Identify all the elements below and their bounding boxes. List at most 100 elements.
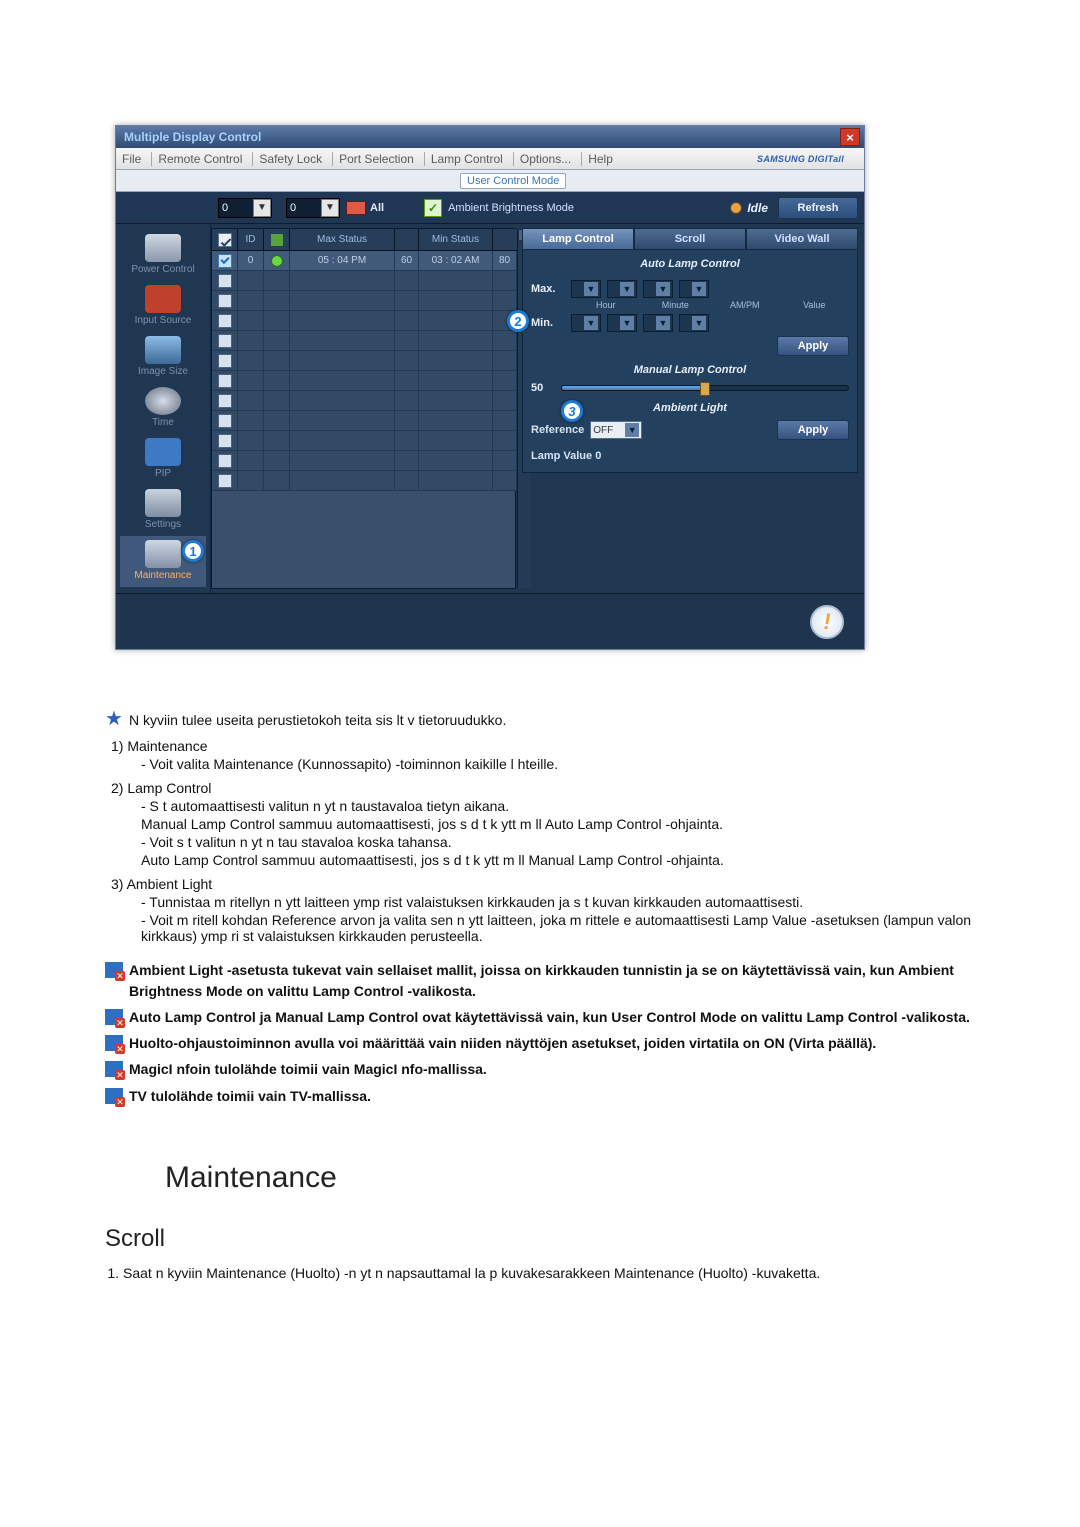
chevron-down-icon[interactable]: ▼ — [620, 282, 634, 296]
min-min-dd[interactable]: ▼ — [607, 314, 637, 332]
item-3: 3) Ambient Light — [111, 876, 212, 892]
menu-file[interactable]: File — [122, 152, 141, 166]
menu-port[interactable]: Port Selection — [339, 152, 414, 166]
tab-wall[interactable]: Video Wall — [746, 228, 858, 250]
row-max: Max. ▼ ▼ ▼ ▼ — [531, 280, 849, 298]
table-row[interactable] — [212, 371, 517, 391]
chevron-down-icon[interactable]: ▼ — [620, 316, 634, 330]
menu-options[interactable]: Options... — [520, 152, 571, 166]
sidebar: Power Control Input Source Image Size Ti… — [116, 224, 211, 593]
cell-status — [264, 251, 290, 270]
sidebar-item-maintenance[interactable]: Maintenance 1 — [120, 536, 206, 587]
logo-text: SAMSUNG DIGITall — [757, 154, 844, 164]
manual-slider[interactable]: 50 — [531, 382, 849, 394]
chevron-down-icon[interactable]: ▼ — [321, 199, 339, 217]
max-label: Max. — [531, 283, 571, 295]
chevron-down-icon[interactable]: ▼ — [584, 282, 598, 296]
table-row[interactable] — [212, 331, 517, 351]
display-index-1[interactable]: ▼ — [218, 198, 272, 218]
max-hour-dd[interactable]: ▼ — [571, 280, 601, 298]
mode-user[interactable]: User Control Mode — [460, 173, 566, 189]
menu-lamp[interactable]: Lamp Control — [431, 152, 503, 166]
item-2c: - Voit s t valitun n yt n tau stavaloa k… — [141, 834, 985, 850]
slider-thumb-icon[interactable] — [700, 382, 710, 396]
apply-ambient-button[interactable]: Apply — [777, 420, 849, 440]
table-row[interactable] — [212, 351, 517, 371]
chevron-down-icon[interactable]: ▼ — [692, 316, 706, 330]
min-ampm-dd[interactable]: ▼ — [643, 314, 673, 332]
max-min-dd[interactable]: ▼ — [607, 280, 637, 298]
idle-dot-icon — [730, 202, 742, 214]
window-title: Multiple Display Control — [124, 130, 261, 144]
clock-icon — [145, 387, 181, 415]
table-row[interactable] — [212, 411, 517, 431]
sidebar-item-power[interactable]: Power Control — [120, 230, 206, 281]
menu-remote[interactable]: Remote Control — [158, 152, 242, 166]
sidebar-item-pip[interactable]: PIP — [120, 434, 206, 485]
note-3: Huolto-ohjaustoiminnon avulla voi määrit… — [105, 1033, 985, 1053]
side-label: Image Size — [120, 366, 206, 377]
table-row[interactable] — [212, 471, 517, 491]
grid-header: ID Max Status Min Status — [212, 229, 517, 251]
menu-help[interactable]: Help — [588, 152, 613, 166]
num-input-2[interactable] — [287, 199, 321, 217]
refresh-button[interactable]: Refresh — [778, 197, 858, 219]
side-label: Time — [120, 417, 206, 428]
table-row[interactable] — [212, 451, 517, 471]
cell-id: 0 — [238, 251, 264, 270]
manual-title: Manual Lamp Control — [531, 364, 849, 376]
apply-auto-button[interactable]: Apply — [777, 336, 849, 356]
ol-item-1: Saat n kyviin Maintenance (Huolto) -n yt… — [123, 1265, 985, 1281]
info-icon[interactable]: ! — [810, 605, 844, 639]
col-check[interactable] — [212, 229, 238, 250]
menu-safety[interactable]: Safety Lock — [259, 152, 322, 166]
cell-p1: 60 — [395, 251, 419, 270]
ref-value: OFF — [593, 425, 613, 436]
imagesize-icon — [145, 336, 181, 364]
main-area: Power Control Input Source Image Size Ti… — [116, 224, 864, 593]
min-val-dd[interactable]: ▼ — [679, 314, 709, 332]
min-hour-dd[interactable]: ▼ — [571, 314, 601, 332]
side-label: Settings — [120, 519, 206, 530]
table-row[interactable] — [212, 291, 517, 311]
status-dot-icon — [271, 255, 283, 267]
sidebar-item-image[interactable]: Image Size — [120, 332, 206, 383]
check-icon[interactable]: ✓ — [424, 199, 442, 217]
table-row[interactable] — [212, 431, 517, 451]
chevron-down-icon[interactable]: ▼ — [625, 423, 639, 437]
chevron-down-icon[interactable]: ▼ — [253, 199, 271, 217]
display-index-2[interactable]: ▼ — [286, 198, 340, 218]
all-flag-icon[interactable] — [346, 201, 366, 215]
callout-1: 1 — [182, 540, 204, 562]
pip-icon — [145, 438, 181, 466]
col-min: Min Status — [419, 229, 493, 250]
chevron-down-icon[interactable]: ▼ — [692, 282, 706, 296]
sidebar-item-time[interactable]: Time — [120, 383, 206, 434]
input-icon — [145, 285, 181, 313]
slider-track[interactable] — [561, 385, 849, 391]
table-row[interactable] — [212, 271, 517, 291]
slider-value: 50 — [531, 382, 561, 394]
col-p1 — [395, 229, 419, 250]
table-row[interactable]: 0 05 : 04 PM 60 03 : 02 AM 80 — [212, 251, 517, 271]
close-icon[interactable]: × — [840, 128, 860, 146]
note-5: TV tulolähde toimii vain TV-mallissa. — [105, 1086, 985, 1106]
table-row[interactable] — [212, 311, 517, 331]
check-all-icon[interactable] — [218, 233, 232, 247]
gear-icon — [145, 489, 181, 517]
max-val-dd[interactable]: ▼ — [679, 280, 709, 298]
chevron-down-icon[interactable]: ▼ — [656, 282, 670, 296]
table-row[interactable] — [212, 391, 517, 411]
sidebar-item-settings[interactable]: Settings — [120, 485, 206, 536]
row-check-icon[interactable] — [218, 254, 232, 268]
sidebar-item-input[interactable]: Input Source — [120, 281, 206, 332]
max-ampm-dd[interactable]: ▼ — [643, 280, 673, 298]
chevron-down-icon[interactable]: ▼ — [656, 316, 670, 330]
tab-scroll[interactable]: Scroll — [634, 228, 746, 250]
chevron-down-icon[interactable]: ▼ — [584, 316, 598, 330]
tab-lamp[interactable]: Lamp Control — [522, 228, 634, 250]
callout-3: 3 — [561, 400, 583, 422]
num-input-1[interactable] — [219, 199, 253, 217]
maintenance-icon — [145, 540, 181, 568]
ref-dropdown[interactable]: OFF ▼ — [590, 421, 642, 439]
